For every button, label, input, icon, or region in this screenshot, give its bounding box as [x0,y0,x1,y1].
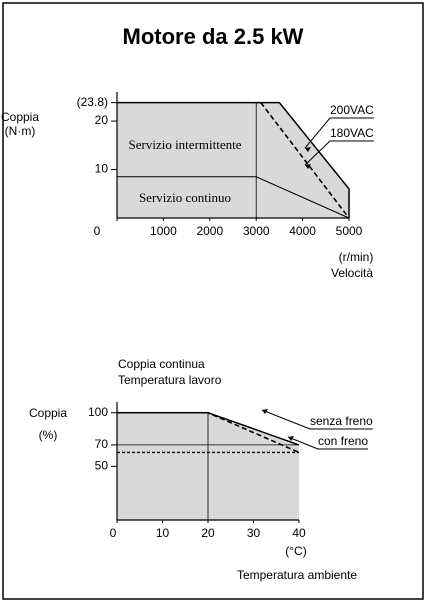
x-tick-label: 0 [110,526,117,540]
x-tick-label: 3000 [243,224,270,238]
x-tick-label: 40 [292,526,306,540]
leader-line [287,436,319,450]
x-tick-label: 2000 [196,224,223,238]
y-axis-label: Coppia [29,406,67,420]
leader-line [304,117,331,149]
x-tick-label: 30 [247,526,261,540]
arrow-head [305,164,311,169]
y-tick-label: 100 [88,405,108,419]
y-axis-label: (N·m) [5,124,36,138]
continuous-line [117,176,350,219]
x-unit: (r/min) [339,250,374,264]
y-axis-label: Coppia [1,110,39,124]
x-tick-label: 20 [201,526,215,540]
arrow-head [305,147,311,152]
caption: Temperatura lavoro [118,373,222,387]
series-label: 200VAC [330,103,374,117]
series-label: senza freno [310,414,373,428]
x-tick-label: 10 [156,526,170,540]
y-axis-label: (%) [39,428,58,442]
y-tick-label: 70 [95,437,109,451]
y-tick-label: 50 [95,459,109,473]
x-tick-label: 4000 [289,224,316,238]
leader-line [304,140,331,166]
y-tick-label: 20 [95,113,109,127]
arrow-head [262,409,268,414]
x-tick-label: 1000 [150,224,177,238]
series-label: 180VAC [330,126,374,140]
region-label: Servizio intermittente [129,137,242,152]
x-axis-label: Velocità [331,266,373,280]
series-line [117,101,350,218]
region-label: Servizio continuo [139,190,231,205]
series-line [260,102,350,219]
caption: Coppia continua [118,357,205,371]
y-tick-label: 10 [95,162,109,176]
x-tick-label: 5000 [336,224,363,238]
x-tick-label: 0 [94,224,101,238]
x-unit: (°C) [285,544,306,558]
title: Motore da 2.5 kW [123,24,304,49]
area [117,102,349,218]
series-label: con freno [318,434,368,448]
arrow-head [288,436,294,441]
series-line [117,411,300,454]
leader-line [261,409,311,430]
x-axis-label: Temperatura ambiente [237,568,357,582]
y-tick-label: (23.8) [77,95,108,109]
